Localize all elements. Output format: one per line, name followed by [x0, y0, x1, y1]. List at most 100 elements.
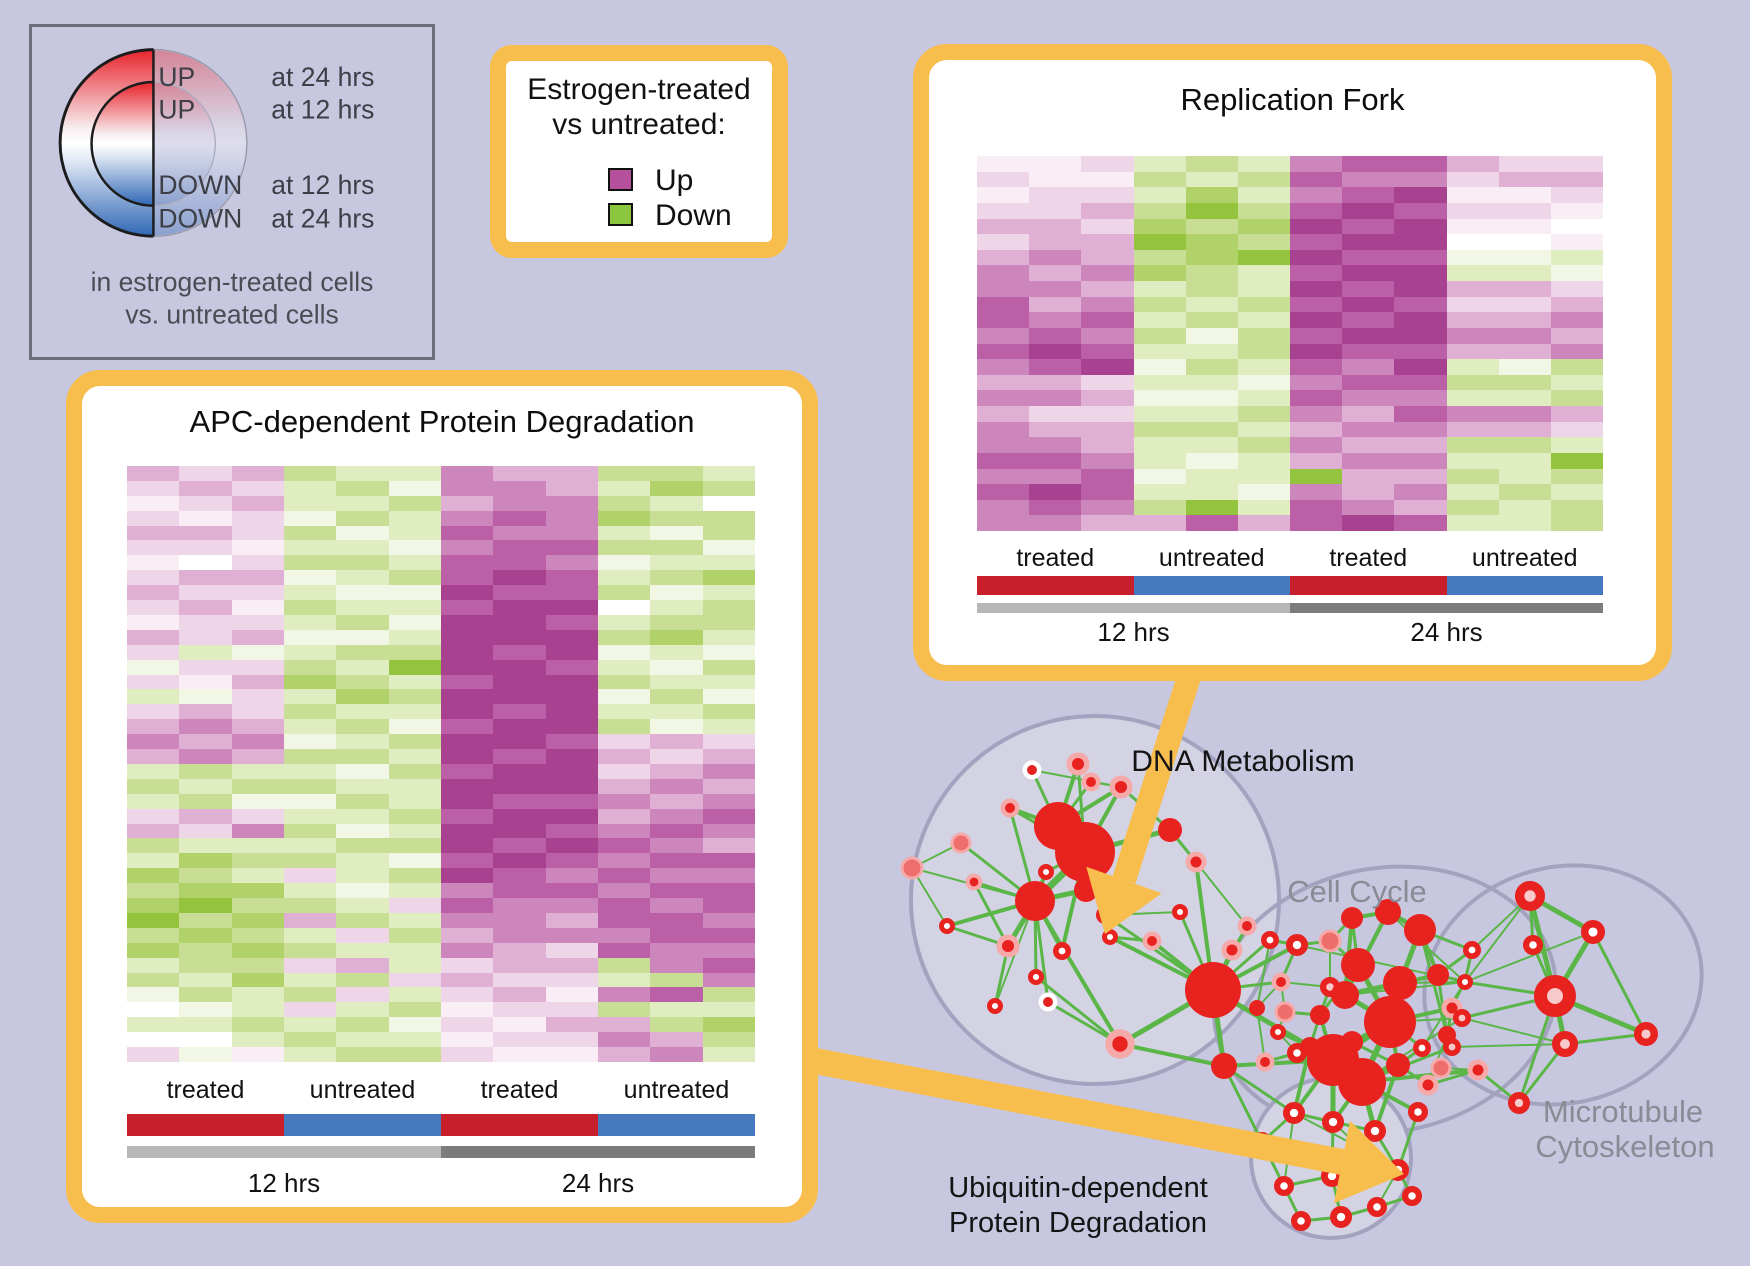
heatmap-cell [493, 793, 546, 809]
heatmap-cell [231, 838, 284, 854]
heatmap-cell [1185, 499, 1238, 516]
heatmap-cell [179, 495, 232, 511]
heatmap-cell [1029, 312, 1082, 328]
heatmap-cell [231, 763, 284, 779]
heatmap-cell [1498, 312, 1551, 328]
heatmap-cell [597, 659, 651, 675]
heatmap-cell [179, 1032, 232, 1048]
heatmap-cell [336, 1032, 389, 1048]
heatmap-cell [1394, 437, 1447, 453]
heatmap-cell [1446, 234, 1499, 250]
heatmap-cell [1498, 156, 1551, 172]
heatmap-cell [650, 927, 703, 943]
heatmap-cell [1550, 171, 1603, 188]
heatmap-cell [388, 749, 441, 764]
heatmap-cell [650, 614, 703, 630]
heatmap-cell [493, 644, 546, 660]
heatmap-cell [1081, 359, 1134, 375]
heatmap-cell [179, 600, 232, 615]
heatmap-cell [493, 1002, 546, 1018]
heatmap-cell [545, 644, 598, 660]
heatmap-cell [977, 374, 1030, 391]
heatmap-cell [336, 510, 389, 526]
heatmap-cell [545, 510, 598, 526]
heatmap-cell [597, 927, 651, 943]
heatmap-cell [1342, 343, 1395, 360]
heatmap-cell [702, 749, 755, 764]
apc-treated-12-label: treated [166, 1076, 245, 1104]
heatmap-cell [336, 898, 389, 913]
heatmap-cell [702, 868, 755, 884]
heatmap-cell [493, 1017, 546, 1033]
heatmap-cell [1185, 218, 1238, 235]
heatmap-cell [597, 808, 651, 824]
heatmap-cell [1290, 218, 1343, 235]
heatmap-cell [650, 689, 703, 705]
heatmap-cell [650, 629, 703, 645]
heatmap-cell [597, 883, 651, 899]
network-node [1322, 1111, 1345, 1134]
heatmap-cell [650, 868, 703, 884]
heatmap-cell [336, 689, 389, 705]
heatmap-cell [597, 793, 651, 809]
heatmap-cell [597, 749, 651, 764]
heatmap-cell [1029, 499, 1082, 516]
heatmap-cell [650, 570, 703, 586]
heatmap-cell [1185, 265, 1238, 281]
heatmap-cell [702, 734, 755, 750]
heatmap-cell [650, 987, 703, 1003]
heatmap-cell [283, 644, 337, 660]
up-label: Up [655, 164, 694, 197]
heatmap-cell [977, 218, 1030, 235]
heatmap-cell [179, 704, 232, 720]
heatmap-cell [1498, 468, 1551, 485]
heatmap-cell [545, 1032, 598, 1048]
heatmap-cell [597, 1017, 651, 1033]
heatmap-cell [1550, 468, 1603, 485]
heatmap-cell [1290, 452, 1343, 469]
heatmap-cell [283, 585, 337, 601]
heatmap-cell [231, 540, 284, 556]
heatmap-cell [650, 704, 703, 720]
heatmap-cell [440, 734, 494, 750]
legend-at-24hrs: at 24 hrs [271, 62, 374, 92]
heatmap-cell [336, 525, 389, 541]
heatmap-cell [597, 555, 651, 571]
heatmap-cell [545, 555, 598, 571]
heatmap-cell [1237, 499, 1290, 516]
heatmap-cell [388, 585, 441, 601]
heatmap-cell [597, 734, 651, 750]
network-node [950, 832, 972, 854]
heatmap-cell [283, 555, 337, 571]
heatmap-cell [1237, 296, 1290, 313]
heatmap-cell [597, 942, 651, 958]
heatmap-cell [179, 659, 232, 675]
heatmap-cell [283, 734, 337, 750]
heatmap-cell [1498, 421, 1551, 438]
heatmap-cell [179, 942, 232, 958]
heatmap-cell [127, 987, 180, 1003]
heatmap-cell [1133, 281, 1186, 297]
heatmap-cell [1446, 374, 1499, 391]
heatmap-cell [440, 942, 494, 958]
heatmap-cell [597, 838, 651, 854]
heatmap-cell [702, 1047, 755, 1062]
heatmap-cell [231, 778, 284, 794]
heatmap-cell [440, 540, 494, 556]
network-node [1456, 973, 1473, 990]
heatmap-cell [179, 838, 232, 854]
up-color-swatch [608, 168, 633, 191]
heatmap-cell [283, 1047, 337, 1062]
heatmap-cell [1342, 281, 1395, 297]
heatmap-cell [977, 249, 1030, 266]
heatmap-cell [702, 763, 755, 779]
heatmap-cell [1290, 234, 1343, 250]
network-node [1053, 941, 1072, 960]
heatmap-cell [336, 838, 389, 854]
heatmap-cell [702, 808, 755, 824]
heatmap-cell [1185, 202, 1238, 219]
heatmap-cell [977, 484, 1030, 500]
heatmap-cell [1498, 359, 1551, 375]
heatmap-cell [336, 495, 389, 511]
